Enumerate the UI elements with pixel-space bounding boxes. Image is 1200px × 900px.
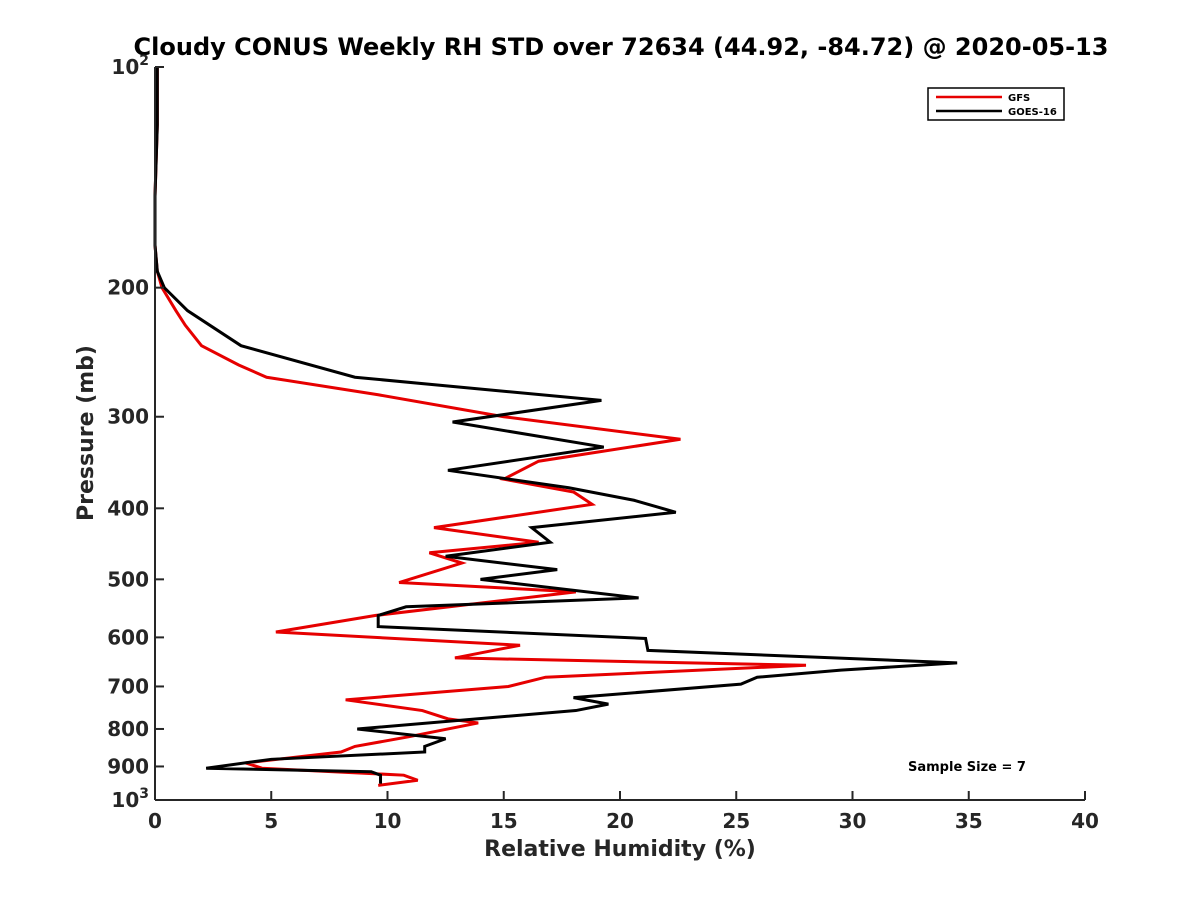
- y-ticks: 102 200 300 400 500 600 700 800 900 103: [107, 53, 164, 812]
- y-tick-label: 500: [107, 567, 149, 591]
- y-tick-label: 700: [107, 674, 149, 698]
- sample-size-annotation: Sample Size = 7: [908, 760, 1026, 775]
- chart-title: Cloudy CONUS Weekly RH STD over 72634 (4…: [134, 33, 1109, 61]
- y-tick-label: 600: [107, 625, 149, 649]
- series-layer: [153, 66, 958, 787]
- x-tick-label: 30: [839, 809, 867, 833]
- x-tick-label: 15: [490, 809, 518, 833]
- x-axis-label: Relative Humidity (%): [484, 837, 756, 862]
- y-tick-label: 800: [107, 717, 149, 741]
- y-tick-label: 900: [107, 754, 149, 778]
- legend-label-goes16: GOES-16: [1008, 107, 1057, 118]
- x-ticks: 0 5 10 15 20 25 30 35 40: [148, 791, 1099, 833]
- x-tick-label: 0: [148, 809, 162, 833]
- y-tick-label: 103: [111, 786, 149, 812]
- x-tick-label: 25: [722, 809, 750, 833]
- x-tick-label: 40: [1071, 809, 1099, 833]
- legend: GFS GOES-16: [927, 87, 1065, 121]
- y-tick-label: 102: [111, 53, 149, 79]
- legend-label-gfs: GFS: [1008, 93, 1030, 104]
- x-tick-label: 10: [374, 809, 402, 833]
- x-tick-label: 5: [264, 809, 278, 833]
- y-tick-label: 400: [107, 496, 149, 520]
- x-tick-label: 35: [955, 809, 983, 833]
- x-tick-label: 20: [606, 809, 634, 833]
- y-tick-label: 200: [107, 276, 149, 300]
- y-tick-label: 300: [107, 405, 149, 429]
- y-axis-label: Pressure (mb): [74, 345, 99, 521]
- legend-box: [927, 87, 1065, 121]
